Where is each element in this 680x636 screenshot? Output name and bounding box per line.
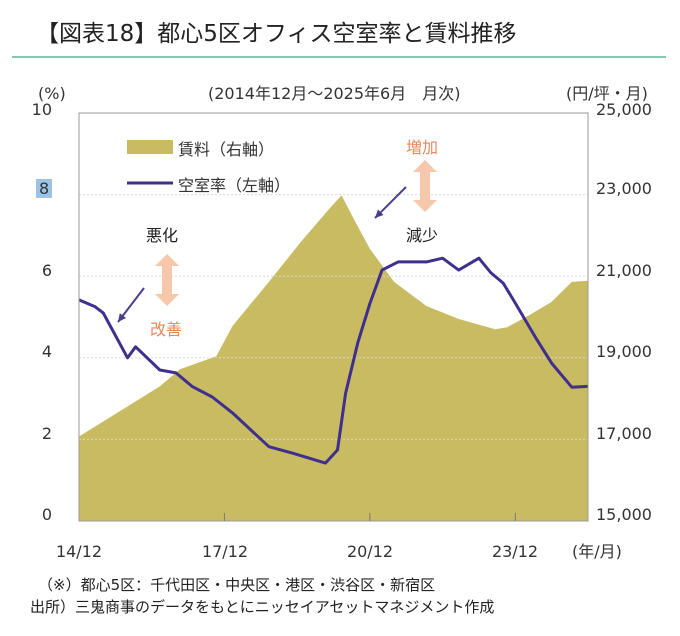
double-arrow-icon bbox=[413, 160, 437, 212]
footnote: （※）都心5区：千代田区・中央区・港区・渋谷区・新宿区 bbox=[38, 576, 436, 594]
left-tick: 4 bbox=[41, 342, 52, 361]
right-tick: 19,000 bbox=[596, 342, 652, 361]
plot-frame bbox=[78, 112, 589, 522]
right-tick: 21,000 bbox=[596, 261, 652, 280]
right-tick: 25,000 bbox=[596, 100, 652, 119]
x-tick: 14/12 bbox=[55, 542, 103, 561]
source-note: 出所）三鬼商事のデータをもとにニッセイアセットマネジメント作成 bbox=[30, 598, 495, 616]
x-axis-unit: (年/月) bbox=[572, 542, 622, 561]
x-tick: 17/12 bbox=[201, 542, 249, 561]
annotation-increase: 増加 bbox=[406, 138, 439, 157]
legend-label-vacancy: 空室率（左軸） bbox=[178, 176, 291, 195]
left-tick: 6 bbox=[41, 261, 52, 280]
right-tick: 23,000 bbox=[596, 179, 652, 198]
right-tick: 17,000 bbox=[596, 424, 652, 443]
annotation-decrease: 減少 bbox=[406, 226, 439, 245]
legend-label-rent: 賃料（右軸） bbox=[178, 140, 275, 159]
left-tick: 8 bbox=[36, 179, 53, 198]
figure-title: 【図表18】都心5区オフィス空室率と賃料推移 bbox=[36, 21, 517, 47]
legend-swatch-rent bbox=[127, 140, 173, 154]
left-tick: 0 bbox=[41, 505, 52, 524]
double-arrow-icon bbox=[155, 254, 179, 306]
x-tick: 23/12 bbox=[491, 542, 539, 561]
right-axis-unit: (円/坪・月) bbox=[566, 84, 648, 103]
title-divider bbox=[12, 56, 666, 58]
annotation-improve: 改善 bbox=[150, 320, 183, 339]
vacancy-line bbox=[78, 256, 589, 465]
left-axis-unit: (%) bbox=[38, 84, 66, 103]
left-tick: 2 bbox=[41, 424, 52, 443]
chart-subtitle: (2014年12月～2025年6月 月次) bbox=[208, 84, 461, 103]
arrow-icon-head bbox=[375, 209, 384, 218]
left-tick: 10 bbox=[31, 100, 52, 119]
right-tick: 15,000 bbox=[596, 505, 652, 524]
x-tick: 20/12 bbox=[346, 542, 394, 561]
annotation-worse: 悪化 bbox=[146, 226, 179, 245]
arrow-icon-head bbox=[118, 313, 127, 322]
